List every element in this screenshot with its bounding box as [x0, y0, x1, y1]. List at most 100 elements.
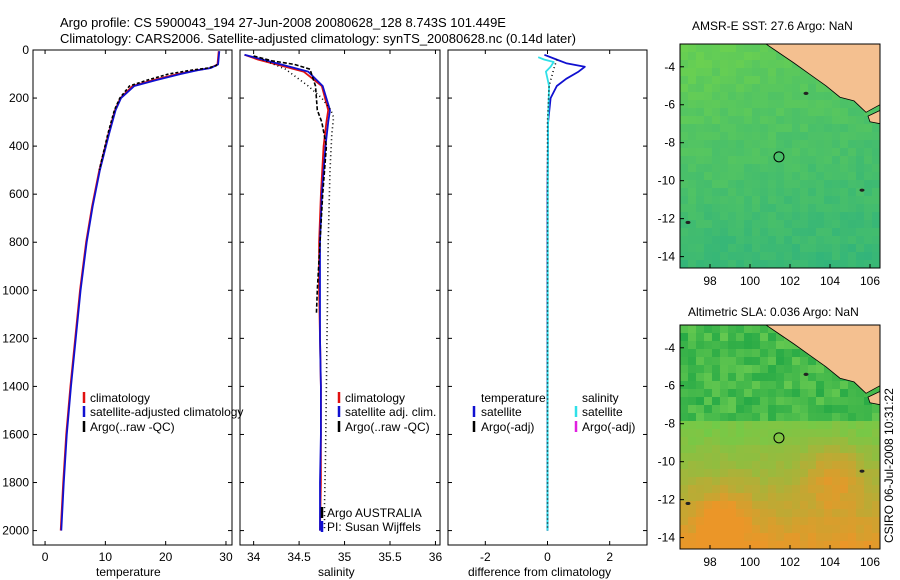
- salinity-xtick-label: 34.5: [287, 550, 311, 564]
- sst_map-cell: [712, 196, 721, 205]
- sla_map-cell: [728, 533, 737, 542]
- sst_map-cell: [808, 108, 817, 117]
- sla_map-cell: [680, 437, 689, 446]
- sla_map-cell: [752, 461, 761, 470]
- sst_map-cell: [688, 244, 697, 253]
- sst_map-cell: [704, 180, 713, 189]
- sst_map-cell: [728, 100, 737, 109]
- sst_map-cell: [776, 76, 785, 85]
- sla_map-cell: [776, 341, 785, 350]
- sla_map-cell: [784, 389, 793, 398]
- sst_map-cell: [744, 212, 753, 221]
- sla_map-cell: [784, 485, 793, 494]
- sst_map-cell: [760, 68, 769, 77]
- sla_map-cell: [816, 421, 825, 430]
- sla_map-cell: [768, 341, 777, 350]
- sst_map-cell: [768, 196, 777, 205]
- sla_map-cell: [744, 381, 753, 390]
- sla_map-cell: [832, 429, 841, 438]
- sla_map-cell: [792, 429, 801, 438]
- sst_map-cell: [760, 204, 769, 213]
- sst_map-cell: [776, 188, 785, 197]
- sst_map-cell: [680, 156, 689, 165]
- sst_map-cell: [760, 156, 769, 165]
- sst_map-cell: [712, 212, 721, 221]
- sla_map-cell: [680, 357, 689, 366]
- sla_map-cell: [840, 477, 849, 486]
- sla_map-cell: [728, 397, 737, 406]
- sst_map-cell: [680, 116, 689, 125]
- sst_map-cell: [696, 228, 705, 237]
- sst_map-cell: [752, 68, 761, 77]
- sst_map-cell: [696, 236, 705, 245]
- sla_map-cell: [864, 525, 873, 534]
- sst_map-cell: [688, 124, 697, 133]
- sla_map-cell: [800, 541, 809, 549]
- sla_map-cell: [696, 533, 705, 542]
- sla_map-cell: [680, 469, 689, 478]
- sla_map-cell: [752, 525, 761, 534]
- sst_map-cell: [864, 220, 873, 229]
- sst_map-cell: [784, 204, 793, 213]
- sla_map-cell: [704, 397, 713, 406]
- sla_map-cell: [840, 437, 849, 446]
- sla_map-cell: [760, 373, 769, 382]
- sst_map-cell: [744, 76, 753, 85]
- sst_map-cell: [792, 92, 801, 101]
- sst_map-cell: [752, 204, 761, 213]
- sst_map-cell: [712, 260, 721, 268]
- sla_map-cell: [856, 437, 865, 446]
- sst_map-cell: [832, 172, 841, 181]
- sst_map-cell: [808, 252, 817, 261]
- sla_map-cell: [816, 509, 825, 518]
- sla_map-cell: [728, 509, 737, 518]
- sla_map-cell: [760, 493, 769, 502]
- sst_map-cell: [832, 132, 841, 141]
- sla_map-cell: [848, 517, 857, 526]
- sst_map-cell: [704, 236, 713, 245]
- sst_map-cell: [696, 204, 705, 213]
- temperature-ytick-label: 400: [9, 139, 29, 153]
- sst_map-cell: [696, 260, 705, 268]
- sla_map-cell: [808, 541, 817, 549]
- sst_map-cell: [800, 156, 809, 165]
- sst_map-cell: [704, 164, 713, 173]
- difference-xlabel: difference from climatology: [468, 565, 611, 579]
- sla_map-cell: [792, 413, 801, 422]
- sst_map-cell: [712, 124, 721, 133]
- sst_map-cell: [720, 188, 729, 197]
- sla_map-cell: [760, 461, 769, 470]
- sla_map-cell: [752, 341, 761, 350]
- sla_map-cell: [848, 421, 857, 430]
- sla_map-cell: [792, 405, 801, 414]
- sla_map-cell: [712, 389, 721, 398]
- sst_map-cell: [712, 236, 721, 245]
- sst_map-cell: [872, 140, 880, 149]
- sst_map-cell: [688, 108, 697, 117]
- sst_map-cell: [776, 260, 785, 268]
- sst_map-cell: [800, 84, 809, 93]
- sla_map-cell: [832, 501, 841, 510]
- sla_map-cell: [848, 437, 857, 446]
- sla_map-cell: [680, 341, 689, 350]
- sst_map-cell: [872, 188, 880, 197]
- sla_map-cell: [800, 349, 809, 358]
- sla_map-cell: [752, 445, 761, 454]
- sst_map-ytick-label: -6: [664, 98, 675, 112]
- sst_map-cell: [808, 124, 817, 133]
- sla_map-cell: [680, 509, 689, 518]
- sst_map-cell: [760, 76, 769, 85]
- sla_map-cell: [776, 541, 785, 549]
- sla_map-cell: [744, 389, 753, 398]
- sla_map-cell: [760, 357, 769, 366]
- sla_map-cell: [848, 405, 857, 414]
- sla_map-cell: [752, 493, 761, 502]
- sla_map-cell: [704, 525, 713, 534]
- sla_map-island: [685, 501, 691, 506]
- sla_map-cell: [840, 509, 849, 518]
- sst_map-cell: [800, 188, 809, 197]
- sst_map-cell: [712, 204, 721, 213]
- sla_map-cell: [768, 509, 777, 518]
- sla_map-cell: [744, 349, 753, 358]
- sla_map-cell: [760, 533, 769, 542]
